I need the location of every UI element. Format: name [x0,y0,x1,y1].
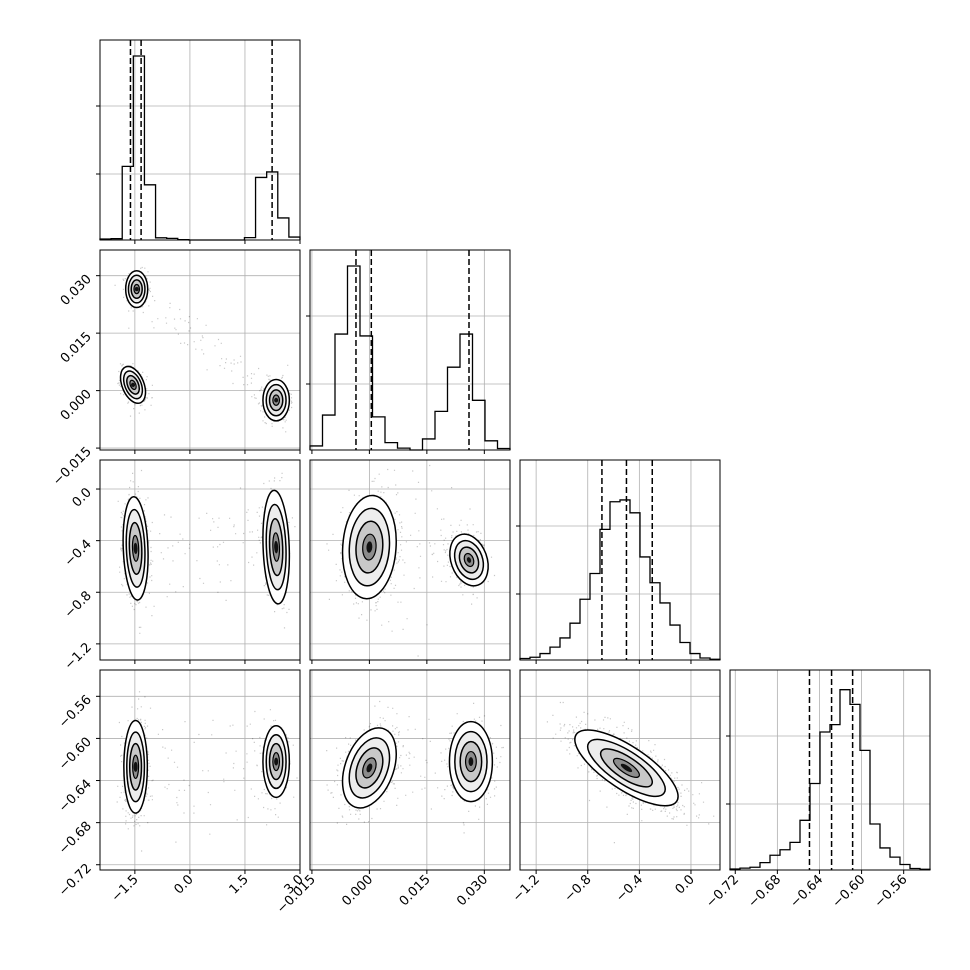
y-tick-label-3-2: −0.64 [56,777,95,816]
x-tick-label-1-3: 0.030 [454,872,491,909]
contour-group-0 [122,496,149,601]
scatter-panel-2-0 [96,459,301,664]
scatter-panel-content [100,250,300,450]
x-tick-label-3-1: −0.68 [745,872,784,911]
density-peak [133,542,138,555]
x-tick-label-2-3: 0.0 [673,872,698,897]
density-peak [133,761,138,772]
contour-group-0 [124,269,149,309]
contour-group-1 [449,533,489,587]
x-tick-label-3-3: −0.60 [830,872,869,911]
scatter-panel-content [100,460,300,660]
hist-panel-frame [519,459,721,661]
density-peak [274,397,279,403]
y-tick-label-3-3: −0.60 [56,735,95,774]
hist-panel-frame [309,249,511,451]
scatter-panel-2-1 [309,459,511,664]
hist-panel-1 [306,249,511,454]
y-tick-label-3-0: −0.72 [56,861,95,900]
y-tick-label-1-1: 0.000 [58,387,95,424]
x-tick-label-1-1: 0.000 [339,872,376,909]
density-peak [274,540,279,554]
hist-panel-3 [726,669,931,874]
scatter-panel-3-1 [309,669,511,874]
y-tick-label-3-4: −0.56 [56,693,95,732]
contour-group-0 [341,727,397,809]
scatter-panel-frame [99,459,301,661]
y-tick-label-1-3: 0.030 [58,272,95,309]
x-tick-label-3-2: −0.64 [788,872,827,911]
y-tick-label-2-2: −0.4 [62,537,95,570]
scatter-panel-content [100,670,300,870]
y-tick-label-2-3: 0.0 [70,485,95,510]
scatter-panel-frame [519,669,721,871]
x-tick-label-0-2: 1.5 [227,872,252,897]
hist-panel-frame [99,39,301,241]
scatter-panel-content [520,670,720,870]
hist-panel-0 [96,39,301,244]
scatter-panel-content [310,670,510,870]
scatter-panel-frame [309,669,511,871]
contour-group-2 [262,378,291,422]
density-peak [274,757,279,766]
density-peak [466,557,472,563]
y-tick-label-3-1: −0.68 [56,819,95,858]
histogram-steps-3 [729,689,931,870]
scatter-panel-content [310,460,510,660]
x-tick-label-0-0: −1.5 [109,872,142,905]
x-tick-label-3-0: −0.72 [703,872,742,911]
x-tick-label-2-2: −0.4 [613,872,646,905]
density-peak [620,763,633,773]
x-tick-label-1-2: 0.015 [397,872,434,909]
contour-group-0 [123,719,149,814]
scatter-panel-frame [99,669,301,871]
x-tick-label-2-0: −1.2 [510,872,543,905]
density-peak [131,382,136,387]
density-peak [468,757,474,766]
x-tick-label-3-4: −0.56 [872,872,911,911]
contour-group-1 [448,720,494,803]
contour-group-1 [119,365,147,405]
hist-panel-bg [310,250,510,450]
histogram-steps-2 [519,499,721,660]
scatter-points [116,691,298,852]
scatter-panel-frame [309,459,511,661]
x-tick-label-0-1: 0.0 [172,872,197,897]
hist-panel-bg [730,670,930,870]
density-peak [366,541,373,553]
y-tick-label-1-0: −0.015 [50,444,95,489]
x-tick-label-2-1: −0.8 [562,872,595,905]
y-tick-label-2-0: −1.2 [62,640,95,673]
contour-group-1 [262,725,291,799]
y-tick-label-1-2: 0.015 [58,329,95,366]
scatter-panel-3-2 [519,669,721,874]
hist-panel-bg [520,460,720,660]
density-peak [134,287,139,292]
contour-group-1 [262,489,291,605]
scatter-panel-1-0 [96,249,301,454]
hist-panel-2 [516,459,721,664]
density-peak [366,763,373,773]
scatter-panel-3-0 [96,669,301,874]
scatter-panel-frame [99,249,301,451]
histogram-steps-1 [309,265,511,451]
contour-group-0 [574,729,679,807]
y-tick-label-2-1: −0.8 [62,588,95,621]
hist-panel-frame [729,669,931,871]
contour-group-0 [341,494,397,600]
